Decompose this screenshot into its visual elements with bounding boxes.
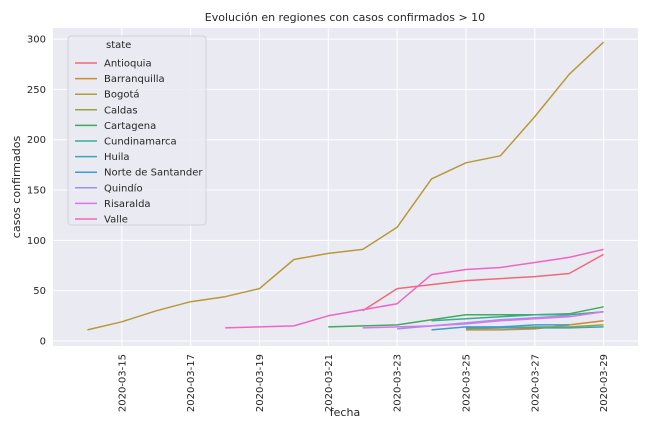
y-tick-label: 100 — [27, 236, 46, 247]
series-line-bogota — [87, 41, 605, 331]
legend-label-cartagena: Cartagena — [104, 121, 156, 132]
legend-label-huila: Huila — [104, 152, 130, 163]
x-tick-label: 2020-03-19 — [255, 354, 266, 412]
x-tick-label: 2020-03-17 — [186, 354, 197, 412]
legend-label-antioquia: Antioquia — [104, 59, 152, 70]
legend: state Antioquia Barranquilla Bogotá Caldas C… — [67, 35, 207, 226]
series-line-risaralda — [362, 311, 604, 329]
legend-label-cundinamarca: Cundinamarca — [104, 137, 177, 148]
y-tick-label: 200 — [27, 135, 46, 146]
x-tick-label: 2020-03-15 — [117, 354, 128, 412]
x-tick-label: 2020-03-21 — [324, 354, 335, 412]
series-lines — [87, 41, 605, 331]
x-axis-title: fecha — [330, 406, 360, 419]
y-tick-label: 250 — [27, 85, 46, 96]
y-axis-title: casos confirmados — [10, 136, 23, 239]
series-line-valle — [225, 248, 604, 329]
series-line-norte-de-santander — [431, 324, 570, 331]
y-tick-label: 150 — [27, 186, 46, 197]
chart-title: Evolución en regiones con casos confirma… — [205, 11, 485, 24]
legend-label-valle: Valle — [104, 215, 128, 226]
legend-label-risaralda: Risaralda — [104, 199, 151, 210]
y-tick-label: 300 — [27, 35, 46, 46]
legend-box — [67, 35, 207, 226]
y-tick-label: 50 — [33, 286, 46, 297]
tick-labels: 0 50 100 150 200 250 300 2020-03-15 2020-03-17 20… — [27, 35, 610, 413]
legend-label-caldas: Caldas — [104, 105, 138, 116]
legend-title: state — [106, 40, 131, 51]
series-line-cundinamarca — [431, 311, 604, 322]
series-line-antioquia — [362, 253, 604, 312]
x-tick-label: 2020-03-27 — [530, 354, 541, 412]
legend-label-norte-de-santander: Norte de Santander — [104, 168, 203, 179]
x-tick-label: 2020-03-25 — [461, 354, 472, 412]
y-tick-label: 0 — [40, 336, 46, 347]
legend-items: Antioquia Barranquilla Bogotá Caldas Cartage… — [75, 59, 203, 226]
series-line-barranquilla — [465, 320, 604, 331]
series-line-huila — [465, 326, 604, 329]
legend-label-bogota: Bogotá — [104, 89, 140, 101]
x-tick-label: 2020-03-29 — [599, 354, 610, 412]
legend-label-quindio: Quindío — [104, 182, 143, 194]
x-tick-label: 2020-03-23 — [393, 354, 404, 412]
legend-label-barranquilla: Barranquilla — [104, 74, 165, 85]
